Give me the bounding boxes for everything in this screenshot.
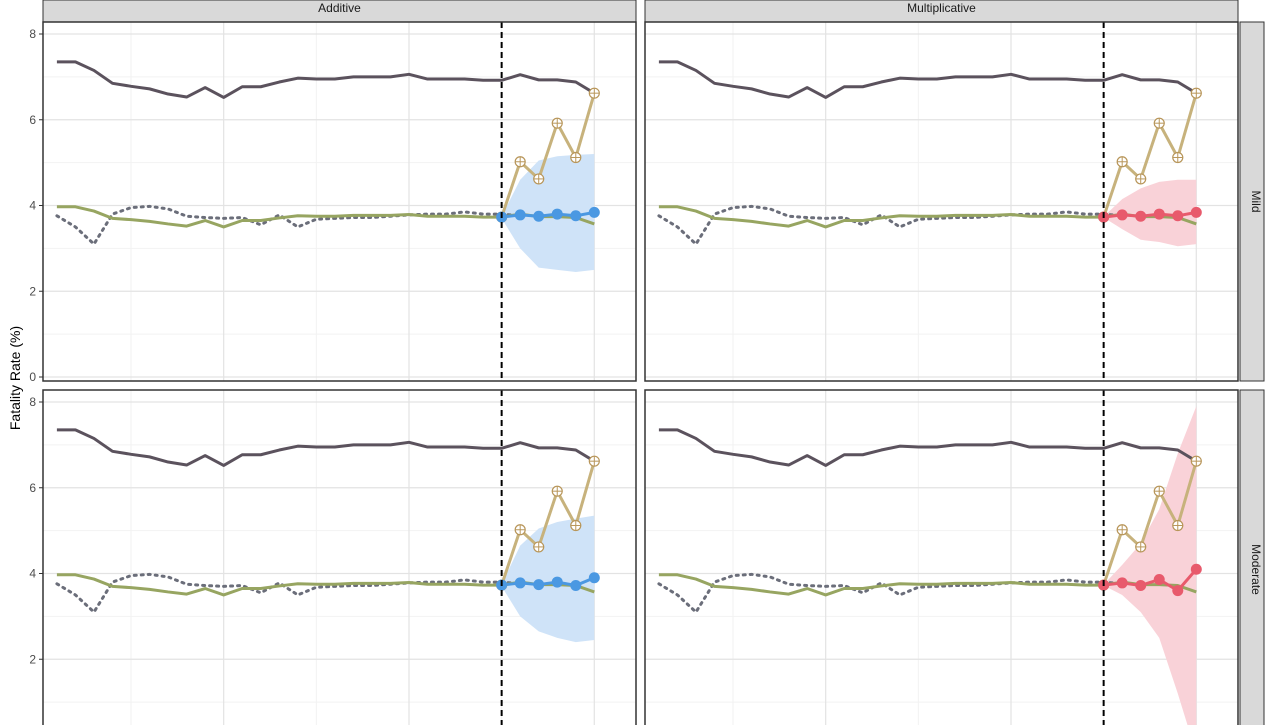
observed-line (658, 60, 1198, 99)
dotted-line (55, 572, 522, 615)
panel-multiplicative-mild (644, 21, 1239, 382)
grid (645, 22, 1238, 381)
actual-point (1190, 455, 1202, 467)
actual-point (588, 87, 600, 99)
forecast-band (501, 154, 595, 272)
actual-point (551, 485, 563, 497)
forecast-point (570, 210, 582, 222)
actual-point (570, 151, 582, 164)
forecast-point (514, 577, 526, 589)
forecast-point (1116, 577, 1128, 589)
dotted-line (657, 572, 1124, 615)
observed-line (658, 428, 1198, 467)
observed-line (56, 60, 596, 99)
y-tick-label: 6 (29, 481, 36, 495)
forecast-point (1190, 206, 1202, 218)
forecast-point (1135, 210, 1147, 222)
actual-line (500, 460, 596, 586)
observed-line (56, 428, 596, 467)
actual-line (1102, 460, 1198, 586)
forecast-point (1153, 208, 1165, 220)
actual-point (514, 524, 526, 536)
panel-border (644, 389, 1239, 725)
y-tick-label: 4 (29, 199, 36, 213)
col-strip-label: Additive (318, 1, 361, 15)
row-strip-bg (1239, 21, 1265, 382)
grid (43, 22, 636, 381)
forecast-band (1103, 406, 1197, 725)
forecast-band (1103, 179, 1197, 247)
actual-point (1135, 541, 1147, 553)
panel-plot-area (645, 22, 1238, 381)
actual-point (1153, 117, 1165, 129)
y-axis-title: Fatality Rate (%) (7, 326, 23, 430)
forecast-point (551, 208, 563, 220)
row-strip-bg (1239, 389, 1265, 725)
forecast-point (1190, 563, 1202, 575)
forecast-point (1172, 210, 1184, 222)
actual-line (500, 92, 596, 218)
dotted-line (657, 204, 1124, 247)
actual-point (1172, 151, 1184, 164)
actual-point (514, 156, 526, 168)
y-tick-label: 8 (29, 395, 36, 409)
y-tick-label: 2 (29, 652, 36, 666)
actual-point (533, 173, 545, 185)
row-strip-moderate: Moderate (1239, 389, 1265, 725)
actual-point (570, 519, 582, 532)
row-strip-label: Mild (1249, 190, 1263, 212)
actual-point (1172, 519, 1184, 532)
panel-plot-area (43, 22, 636, 381)
y-tick-label: 0 (29, 370, 36, 384)
panel-additive-moderate: 2 4 6 8 (29, 389, 637, 725)
forecast-point (533, 210, 545, 222)
forecast-point (1116, 209, 1128, 221)
forecast-point (1153, 574, 1165, 586)
dotted-line (55, 204, 522, 247)
forecast-point (533, 579, 545, 591)
panel-border (42, 21, 637, 382)
actual-point (588, 455, 600, 467)
actual-line (1102, 92, 1198, 218)
panel-border (644, 21, 1239, 382)
forecast-point (551, 576, 563, 588)
panel-border (42, 389, 637, 725)
col-strip-multiplicative: Multiplicative (644, 0, 1239, 23)
y-tick-label: 8 (29, 27, 36, 41)
row-strip-label: Moderate (1249, 544, 1263, 595)
row-strip-mild: Mild (1239, 21, 1265, 382)
panel-additive-mild: 0 2 4 6 8 (29, 21, 637, 384)
y-tick-label: 2 (29, 284, 36, 298)
panel-plot-area (43, 390, 636, 725)
panel-multiplicative-moderate (644, 389, 1239, 725)
forecast-point (570, 580, 582, 592)
actual-point (533, 541, 545, 553)
col-strip-additive: Additive (42, 0, 637, 23)
col-strip-label: Multiplicative (907, 1, 976, 15)
forecast-point (588, 206, 600, 218)
actual-point (1116, 156, 1128, 168)
forecast-point (1172, 585, 1184, 597)
actual-point (551, 117, 563, 129)
forecast-point (588, 572, 600, 584)
y-tick-label: 6 (29, 113, 36, 127)
forecast-point (1135, 580, 1147, 592)
actual-point (1153, 485, 1165, 497)
y-tick-label: 4 (29, 567, 36, 581)
actual-point (1116, 524, 1128, 536)
actual-point (1135, 173, 1147, 185)
actual-point (1190, 87, 1202, 99)
forecast-band (501, 515, 595, 643)
panel-plot-area (645, 390, 1238, 725)
forecast-point (514, 209, 526, 221)
